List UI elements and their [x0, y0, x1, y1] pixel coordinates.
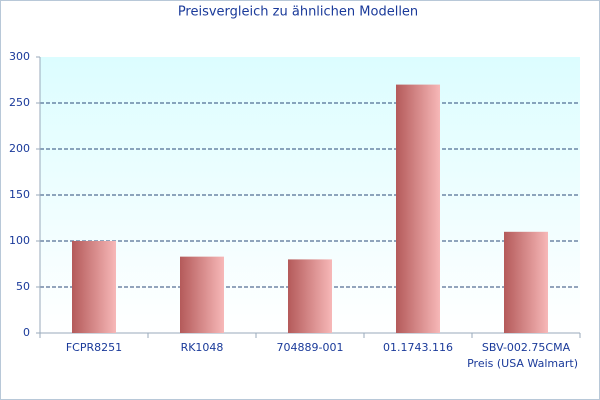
x-tick-label: 01.1743.116 [383, 341, 453, 354]
y-tick-label: 200 [9, 142, 30, 155]
x-axis-label: Preis (USA Walmart) [467, 357, 578, 370]
bar [288, 259, 332, 333]
y-tick-label: 0 [23, 326, 30, 339]
y-tick-label: 50 [16, 280, 30, 293]
bar [72, 241, 116, 333]
x-tick-label: RK1048 [181, 341, 224, 354]
x-tick-label: FCPR8251 [66, 341, 122, 354]
x-tick-label: 704889-001 [277, 341, 344, 354]
bar [180, 256, 224, 333]
y-tick-label: 150 [9, 188, 30, 201]
chart-title: Preisvergleich zu ähnlichen Modellen [178, 5, 418, 20]
x-tick-label: SBV-002.75CMA [482, 341, 571, 354]
bar [396, 84, 440, 333]
y-tick-label: 300 [9, 50, 30, 63]
y-tick-label: 250 [9, 96, 30, 109]
bar [504, 231, 548, 333]
y-tick-label: 100 [9, 234, 30, 247]
